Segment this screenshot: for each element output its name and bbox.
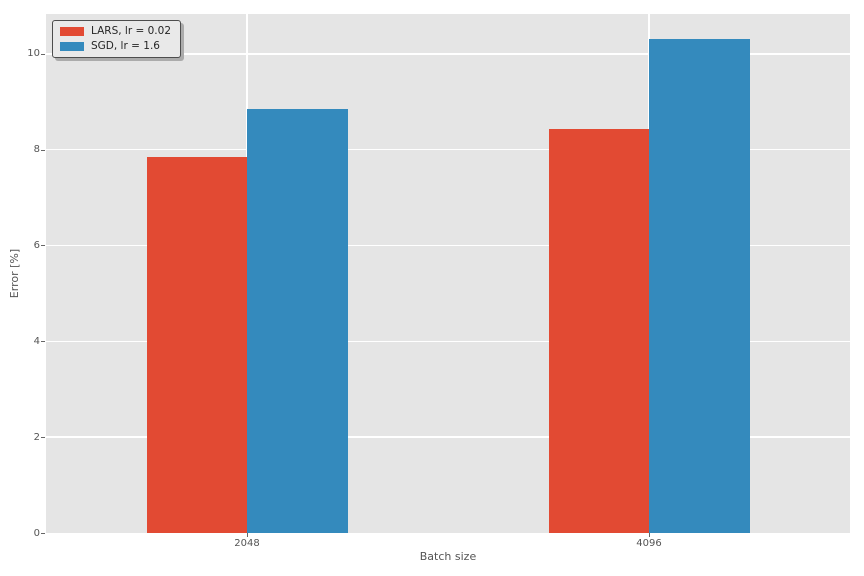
plot-area: LARS, lr = 0.02 SGD, lr = 1.6 [46, 14, 850, 533]
y-tick-mark [41, 245, 45, 247]
bar-sgd-4096 [649, 39, 750, 533]
legend-swatch [60, 27, 84, 36]
y-tick-label: 4 [33, 335, 40, 347]
legend-item: LARS, lr = 0.02 [60, 26, 171, 37]
y-gridline [46, 53, 850, 55]
legend-label: SGD, lr = 1.6 [91, 40, 160, 52]
bar-lars-2048 [146, 156, 247, 533]
y-gridline [46, 148, 850, 151]
legend-label: LARS, lr = 0.02 [91, 25, 171, 37]
x-axis-label: Batch size [419, 550, 477, 563]
y-tick-mark [41, 53, 45, 55]
y-tick-label: 8 [33, 144, 40, 156]
bar-lars-4096 [548, 129, 649, 533]
legend-swatch [60, 42, 84, 51]
y-tick-label: 2 [33, 431, 40, 443]
y-tick-label: 6 [33, 239, 40, 251]
y-tick-label: 0 [33, 527, 40, 539]
legend: LARS, lr = 0.02 SGD, lr = 1.6 [52, 20, 181, 58]
legend-item: SGD, lr = 1.6 [60, 41, 171, 52]
y-tick-mark [41, 533, 45, 534]
x-tick-mark [247, 533, 248, 537]
x-tick-label: 4096 [636, 538, 662, 549]
y-gridline [46, 436, 850, 438]
y-axis-label: Error [%] [8, 248, 21, 299]
y-gridline [46, 340, 850, 343]
y-tick-mark [41, 341, 45, 343]
y-tick-label: 10 [27, 48, 40, 60]
y-tick-mark [41, 149, 45, 151]
x-tick-mark [649, 533, 650, 537]
y-tick-mark [41, 437, 45, 439]
x-tick-label: 2048 [234, 538, 260, 549]
bar-sgd-2048 [247, 108, 348, 533]
y-gridline [46, 244, 850, 247]
